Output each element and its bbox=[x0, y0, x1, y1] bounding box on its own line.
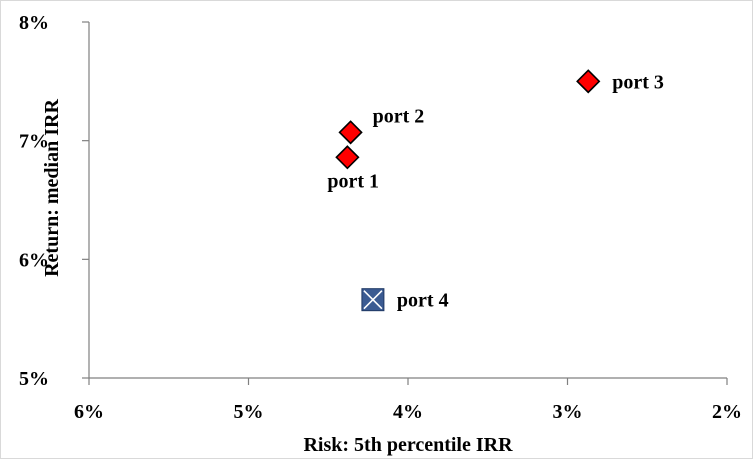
y-axis-title: Return: median IRR bbox=[41, 99, 63, 277]
x-axis-title: Risk: 5th percentile IRR bbox=[303, 434, 513, 456]
x-tick-label: 6% bbox=[74, 401, 104, 423]
point-port-1-diamond bbox=[335, 145, 360, 170]
x-tick-label: 2% bbox=[712, 401, 742, 423]
y-tick-label: 7% bbox=[19, 131, 49, 153]
x-tick-label: 5% bbox=[234, 401, 264, 423]
y-tick-label: 8% bbox=[19, 12, 49, 34]
point-label-port-2: port 2 bbox=[373, 105, 425, 127]
point-labels: port 1 port 2 port 3 port 4 bbox=[327, 71, 664, 311]
x-tick-label: 3% bbox=[553, 401, 583, 423]
point-label-port-4: port 4 bbox=[397, 290, 449, 312]
x-tick-label: 4% bbox=[393, 401, 423, 423]
point-port-2-diamond bbox=[338, 120, 363, 145]
tick-labels: 6% 5% 4% 3% 2% 5% 6% 7% 8% bbox=[19, 12, 742, 423]
y-tick-label: 5% bbox=[19, 368, 49, 390]
point-port-4-square-x bbox=[361, 288, 385, 312]
data-points bbox=[335, 69, 601, 312]
axes bbox=[82, 21, 728, 385]
marker-cross-b bbox=[363, 290, 383, 310]
point-label-port-1: port 1 bbox=[327, 170, 379, 192]
point-port-3-diamond bbox=[576, 69, 601, 94]
y-tick-label: 6% bbox=[19, 249, 49, 271]
point-label-port-3: port 3 bbox=[612, 71, 664, 93]
